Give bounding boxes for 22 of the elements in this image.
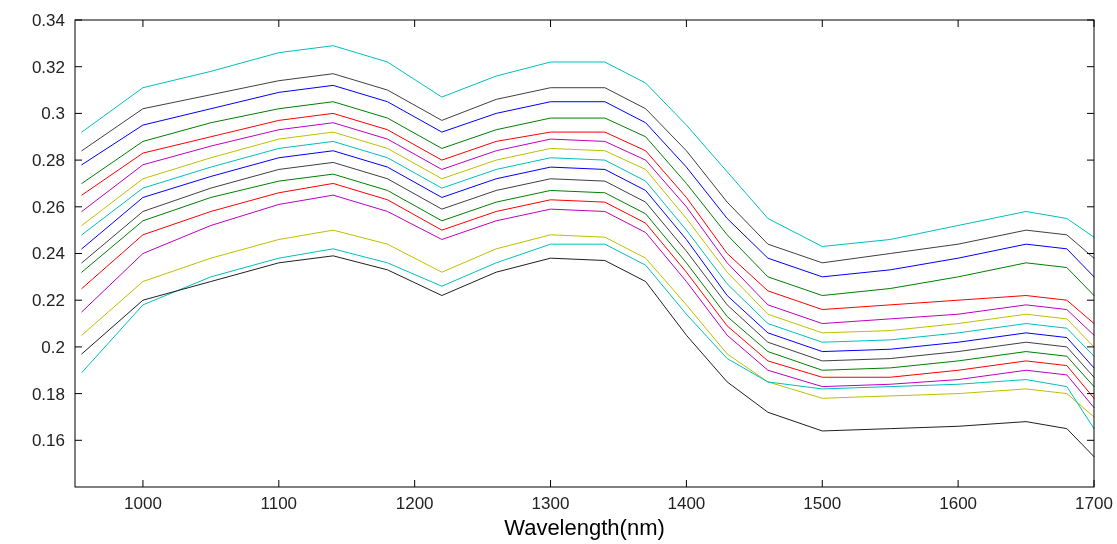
- y-tick-label: 0.3: [41, 104, 65, 124]
- x-tick-label: 1000: [124, 494, 162, 513]
- y-tick-label: 0.2: [41, 337, 65, 357]
- y-tick-label: 0.16: [31, 431, 65, 451]
- line-series: [81, 101, 1095, 297]
- x-tick-label: 1400: [667, 494, 706, 513]
- y-tick-label: 0.32: [31, 57, 65, 77]
- y-tick-label: 0.34: [31, 10, 65, 30]
- x-tick-label: 1600: [939, 494, 978, 513]
- y-tick-label: 0.26: [31, 197, 65, 217]
- y-tick-label: 0.28: [31, 151, 65, 171]
- x-tick-label: 1700: [1075, 494, 1113, 513]
- x-tick-label: 1300: [531, 494, 570, 513]
- x-axis-title: Wavelength(nm): [504, 515, 665, 540]
- y-tick-label: 0.22: [31, 291, 65, 311]
- y-tick-label: 0.18: [31, 384, 65, 404]
- x-tick-label: 1200: [395, 494, 434, 513]
- line-series: [81, 255, 1095, 458]
- x-tick-label: 1100: [260, 494, 298, 513]
- y-tick-label: 0.24: [31, 244, 65, 264]
- x-tick-label: 1500: [803, 494, 842, 513]
- line-series: [81, 45, 1095, 247]
